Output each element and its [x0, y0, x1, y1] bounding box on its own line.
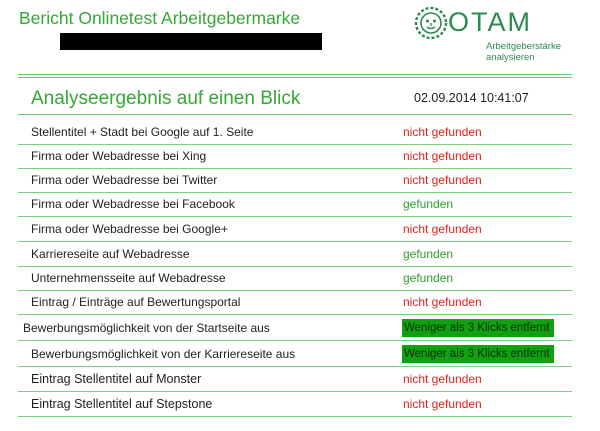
result-status: gefunden — [403, 197, 454, 211]
row-divider — [18, 314, 572, 315]
logo-tagline-line-2: analysieren — [486, 52, 535, 63]
result-status: nicht gefunden — [403, 149, 482, 163]
result-row: Eintrag / Einträge auf Bewertungsportal n… — [18, 291, 572, 314]
report-title: Bericht Onlinetest Arbeitgebermarke — [19, 8, 301, 28]
row-divider — [18, 241, 572, 242]
result-status: nicht gefunden — [403, 397, 482, 411]
row-divider — [18, 366, 572, 367]
summary-divider — [18, 114, 572, 115]
result-label: Eintrag / Einträge auf Bewertungsportal — [31, 295, 241, 309]
logo-tagline: Arbeitgeberstärke analysieren — [486, 41, 561, 63]
row-divider — [18, 168, 572, 169]
result-row: Firma oder Webadresse bei Facebook gefund… — [18, 193, 572, 216]
result-label: Eintrag Stellentitel auf Monster — [31, 372, 202, 386]
result-row: Firma oder Webadresse bei Twitter nicht g… — [18, 169, 572, 192]
result-status: gefunden — [403, 271, 454, 285]
result-label: Stellentitel + Stadt bei Google auf 1. S… — [31, 125, 254, 139]
logo-tagline-line-1: Arbeitgeberstärke — [486, 41, 561, 52]
row-divider — [18, 192, 572, 193]
result-row: Eintrag Stellentitel auf Monster nicht ge… — [18, 368, 572, 391]
result-status: nicht gefunden — [403, 173, 482, 187]
result-row: Firma oder Webadresse bei Google+ nicht g… — [18, 218, 572, 241]
logo-wordmark: OTAM — [448, 7, 532, 37]
row-divider — [18, 391, 572, 392]
result-row: Bewerbungsmöglichkeit von der Startseite… — [18, 317, 572, 340]
row-divider — [18, 416, 572, 417]
result-label: Unternehmensseite auf Webadresse — [31, 271, 226, 285]
result-row: Stellentitel + Stadt bei Google auf 1. S… — [18, 121, 572, 144]
result-status: nicht gefunden — [403, 372, 482, 386]
result-row: Eintrag Stellentitel auf Stepstone nicht … — [18, 393, 572, 416]
result-status: nicht gefunden — [403, 222, 482, 236]
header-divider-bottom — [18, 77, 572, 78]
row-divider — [18, 216, 572, 217]
result-row: Firma oder Webadresse bei Xing nicht gefu… — [18, 145, 572, 168]
report-datetime: 02.09.2014 10:41:07 — [414, 91, 529, 105]
result-status: nicht gefunden — [403, 125, 482, 139]
result-status: gefunden — [403, 247, 454, 261]
result-label: Eintrag Stellentitel auf Stepstone — [31, 397, 213, 411]
result-label: Bewerbungsmöglichkeit von der Startseite… — [23, 321, 270, 335]
row-divider — [18, 340, 572, 341]
row-divider — [18, 144, 572, 145]
result-status-badge: Weniger als 3 Klicks entfernt — [402, 319, 554, 337]
result-label: Karriereseite auf Webadresse — [31, 247, 190, 261]
result-row: Bewerbungsmöglichkeit von der Karrierese… — [18, 343, 572, 366]
result-label: Firma oder Webadresse bei Google+ — [31, 222, 228, 236]
result-label: Bewerbungsmöglichkeit von der Karrierese… — [31, 347, 296, 361]
result-status-badge: Weniger als 3 Klicks entfernt — [402, 345, 554, 363]
result-label: Firma oder Webadresse bei Facebook — [31, 197, 235, 211]
row-divider — [18, 266, 572, 267]
result-status: nicht gefunden — [403, 295, 482, 309]
lion-head-icon — [414, 6, 448, 40]
header-divider-top — [18, 74, 572, 75]
result-label: Firma oder Webadresse bei Xing — [31, 149, 207, 163]
result-row: Unternehmensseite auf Webadresse gefunden — [18, 267, 572, 290]
summary-heading: Analyseergebnis auf einen Blick — [31, 88, 301, 109]
row-divider — [18, 290, 572, 291]
result-label: Firma oder Webadresse bei Twitter — [31, 173, 218, 187]
result-row: Karriereseite auf Webadresse gefunden — [18, 243, 572, 266]
redacted-text — [60, 33, 322, 50]
